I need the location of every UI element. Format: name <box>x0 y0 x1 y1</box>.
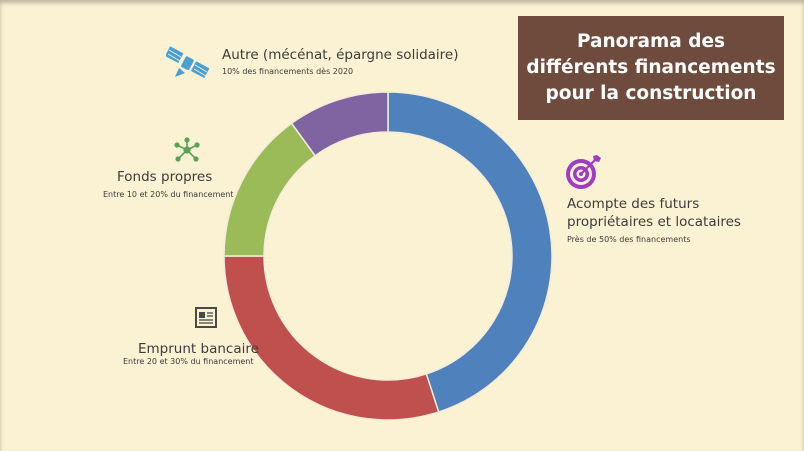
acompte-label-line2: propriétaires et locataires <box>567 214 741 231</box>
satellite-icon <box>166 46 210 79</box>
fonds-label: Fonds propres <box>117 169 213 185</box>
autre-note: 10% des financements dès 2020 <box>222 67 354 76</box>
title-box: Panorama des différents financements pou… <box>518 16 784 120</box>
network-icon <box>174 137 200 162</box>
acompte-label: Acompte des futurs propriétaires et loca… <box>567 195 741 231</box>
donut-slice-autre <box>290 91 389 157</box>
acompte-note: Près de 50% des financements <box>567 235 691 244</box>
target-icon <box>566 155 601 189</box>
donut-slice-emprunt <box>223 255 440 421</box>
autre-label: Autre (mécénat, épargne solidaire) <box>222 47 459 63</box>
newspaper-icon <box>195 307 217 328</box>
emprunt-label: Emprunt bancaire <box>138 341 259 357</box>
donut-slice-acompte <box>387 91 553 413</box>
fonds-note: Entre 10 et 20% du financement <box>103 190 234 199</box>
chart-title: Panorama des différents financements pou… <box>526 30 776 105</box>
donut-slice-fonds <box>223 122 317 257</box>
acompte-label-line1: Acompte des futurs <box>567 196 700 212</box>
emprunt-note: Entre 20 et 30% du financement <box>123 357 254 366</box>
